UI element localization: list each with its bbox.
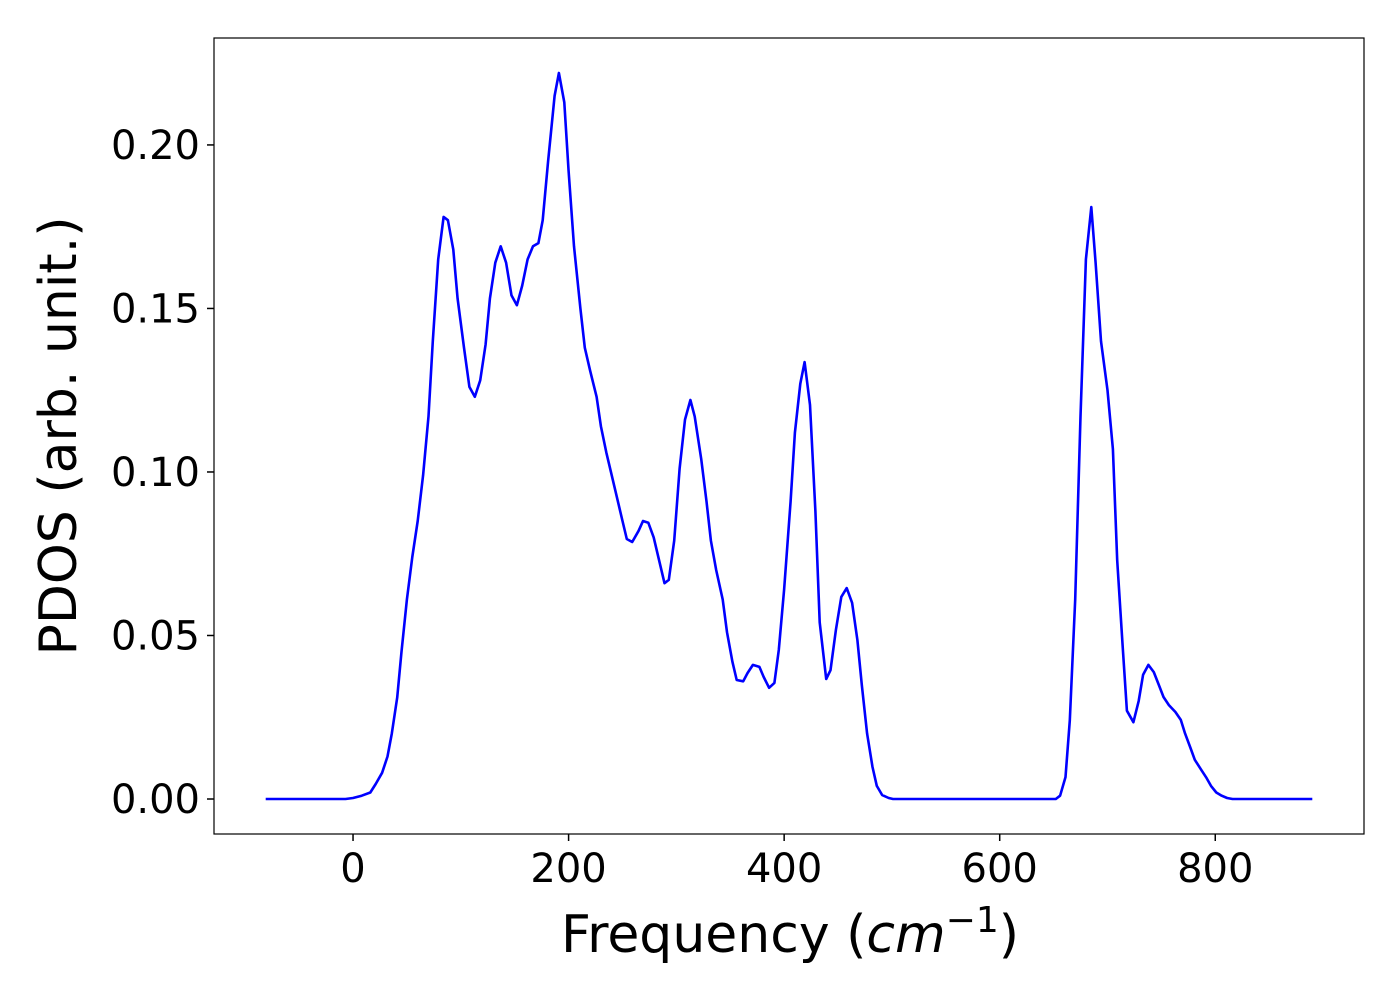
x-label-part: ) [999, 905, 1019, 965]
y-tick-label: 0.20 [111, 123, 200, 169]
data-line [265, 71, 1313, 801]
y-tick-label: 0.00 [111, 777, 200, 823]
x-label-part: cm [866, 905, 945, 965]
x-tick-label: 800 [1177, 846, 1253, 892]
y-axis-label: PDOS (arb. unit.) [29, 216, 89, 655]
y-tick-label: 0.15 [111, 286, 200, 332]
x-tick-label: 200 [530, 846, 606, 892]
x-tick-label: 400 [746, 846, 822, 892]
x-label-part: Frequency ( [561, 905, 866, 965]
plot-frame [213, 37, 1365, 835]
y-tick-label: 0.10 [111, 450, 200, 496]
x-tick-label: 600 [962, 846, 1038, 892]
y-tick-label: 0.05 [111, 613, 200, 659]
x-tick-label: 0 [340, 846, 365, 892]
x-label-part: −1 [946, 900, 999, 941]
x-axis-label: Frequency (cm−1) [561, 900, 1019, 965]
